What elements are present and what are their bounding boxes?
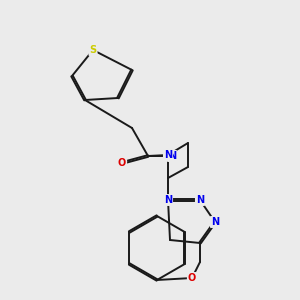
Text: N: N: [211, 217, 219, 227]
Text: N: N: [164, 195, 172, 205]
Text: N: N: [164, 150, 172, 160]
Text: O: O: [188, 273, 196, 283]
Text: O: O: [118, 158, 126, 168]
Text: N: N: [168, 151, 176, 161]
Text: N: N: [196, 195, 204, 205]
Text: S: S: [89, 45, 97, 55]
